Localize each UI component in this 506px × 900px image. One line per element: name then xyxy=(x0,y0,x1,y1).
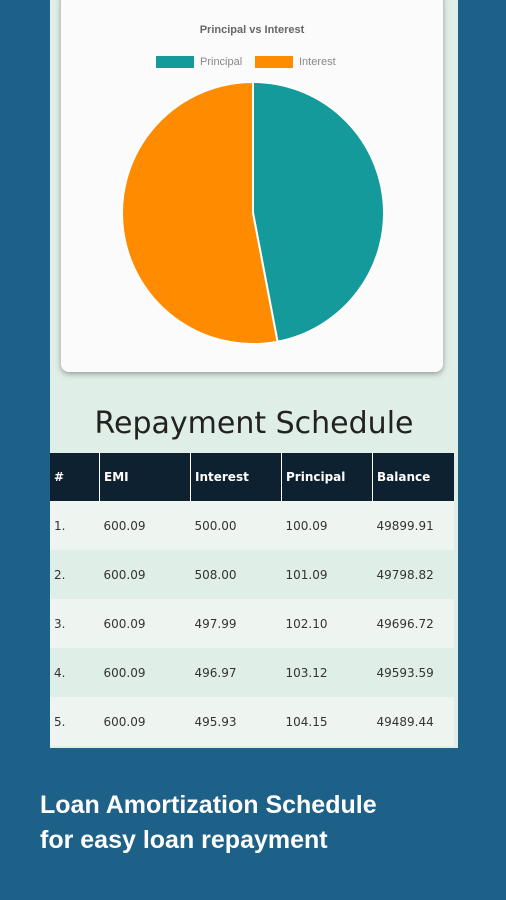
legend-label-interest: Interest xyxy=(299,56,336,68)
cell-number: 1. xyxy=(50,501,100,550)
cell-principal: 103.12 xyxy=(281,648,373,697)
cell-balance: 49489.44 xyxy=(372,697,454,746)
cell-balance: 49696.72 xyxy=(372,599,454,648)
table-row: 1. 600.09 500.00 100.09 49899.91 xyxy=(50,501,454,550)
repayment-table: # EMI Interest Principal Balance 1. 600.… xyxy=(50,453,454,746)
tagline-line-2: for easy loan repayment xyxy=(40,826,328,854)
marketing-tagline: Loan Amortization Schedule for easy loan… xyxy=(40,788,377,858)
chart-title: Principal vs Interest xyxy=(199,24,305,36)
tagline-line-1: Loan Amortization Schedule xyxy=(40,791,377,819)
cell-principal: 101.09 xyxy=(281,550,373,599)
cell-interest: 495.93 xyxy=(190,697,282,746)
cell-number: 3. xyxy=(50,599,100,648)
cell-interest: 500.00 xyxy=(190,501,282,550)
cell-balance: 49593.59 xyxy=(372,648,454,697)
cell-emi: 600.09 xyxy=(99,501,191,550)
legend-item-principal[interactable]: Principal xyxy=(156,55,242,69)
cell-principal: 100.09 xyxy=(281,501,373,550)
cell-interest: 497.99 xyxy=(190,599,282,648)
cell-interest: 508.00 xyxy=(190,550,282,599)
cell-number: 2. xyxy=(50,550,100,599)
legend-swatch-principal xyxy=(156,56,194,68)
cell-principal: 102.10 xyxy=(281,599,373,648)
cell-emi: 600.09 xyxy=(99,697,191,746)
col-balance: Balance xyxy=(372,453,454,501)
cell-balance: 49798.82 xyxy=(372,550,454,599)
cell-principal: 104.15 xyxy=(281,697,373,746)
chart-legend: Principal Interest xyxy=(61,55,443,69)
table-row: 2. 600.09 508.00 101.09 49798.82 xyxy=(50,550,454,599)
cell-interest: 496.97 xyxy=(190,648,282,697)
col-principal: Principal xyxy=(281,453,373,501)
table-header-row: # EMI Interest Principal Balance xyxy=(50,453,454,501)
cell-balance: 49899.91 xyxy=(372,501,454,550)
col-emi: EMI xyxy=(99,453,191,501)
legend-label-principal: Principal xyxy=(200,56,243,68)
col-number: # xyxy=(50,453,100,501)
pie-slice-interest[interactable] xyxy=(121,80,279,345)
table-row: 5. 600.09 495.93 104.15 49489.44 xyxy=(50,697,454,746)
table-row: 4. 600.09 496.97 103.12 49593.59 xyxy=(50,648,454,697)
app-screen: Principal vs Interest Principal Interest… xyxy=(50,0,458,748)
schedule-title: Repayment Schedule xyxy=(94,406,414,441)
cell-emi: 600.09 xyxy=(99,599,191,648)
col-interest: Interest xyxy=(190,453,282,501)
cell-number: 5. xyxy=(50,697,100,746)
legend-swatch-interest xyxy=(255,56,293,68)
pie-chart xyxy=(121,80,385,345)
pie-slice-principal[interactable] xyxy=(252,80,385,343)
cell-number: 4. xyxy=(50,648,100,697)
legend-item-interest[interactable]: Interest xyxy=(255,55,336,69)
cell-emi: 600.09 xyxy=(99,550,191,599)
cell-emi: 600.09 xyxy=(99,648,191,697)
table-row: 3. 600.09 497.99 102.10 49696.72 xyxy=(50,599,454,648)
chart-card: Principal vs Interest Principal Interest xyxy=(61,0,443,372)
